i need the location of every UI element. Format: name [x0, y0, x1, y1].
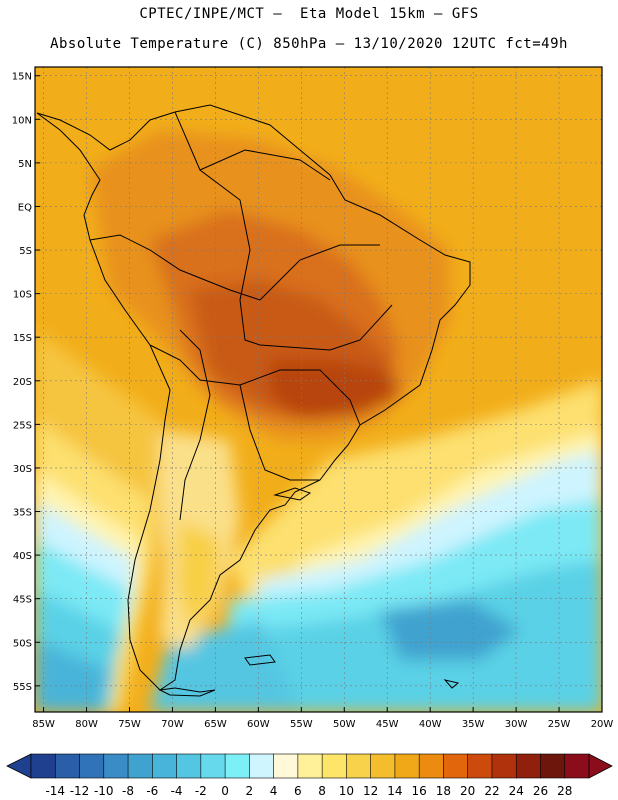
colorbar-swatch — [127, 753, 153, 779]
colorbar-label: 28 — [557, 784, 572, 798]
lon-label: 40W — [419, 719, 442, 730]
colorbar-swatch — [273, 753, 299, 779]
lon-label: 25W — [548, 719, 571, 730]
lat-label: 5N — [18, 159, 32, 170]
temperature-field — [35, 67, 602, 712]
colorbar-swatch — [103, 753, 129, 779]
map-frame — [34, 66, 603, 713]
lon-label: 45W — [376, 719, 399, 730]
longitude-ticks — [43, 707, 603, 712]
chart-title: CPTEC/INPE/MCT – Eta Model 15km – GFS — [139, 6, 479, 22]
colorbar-swatch — [540, 753, 566, 779]
colorbar-labels: -14 -12 -10 -8 -6 -4 -2 0 2 4 6 8 10 12 14 16 18 20 22 24 26… — [45, 784, 572, 798]
colorbar-label: 0 — [221, 784, 229, 798]
lat-label: 30S — [13, 464, 32, 475]
colorbar-swatch — [176, 753, 202, 779]
colorbar-label: 22 — [484, 784, 499, 798]
colorbar-label: 6 — [294, 784, 302, 798]
colorbar-label: -12 — [70, 784, 90, 798]
colorbar — [6, 753, 613, 779]
lon-label: 55W — [290, 719, 313, 730]
lon-label: 85W — [32, 719, 55, 730]
colorbar-swatch — [370, 753, 396, 779]
colorbar-label: -8 — [122, 784, 134, 798]
lat-label: 55S — [13, 682, 32, 693]
lon-label: 50W — [333, 719, 356, 730]
colorbar-swatch — [394, 753, 420, 779]
lon-label: 70W — [161, 719, 184, 730]
lat-label: 45S — [13, 595, 32, 606]
colorbar-label: 14 — [387, 784, 402, 798]
colorbar-swatch — [321, 753, 347, 779]
colorbar-swatch — [418, 753, 445, 779]
colorbar-swatch — [54, 753, 81, 779]
colorbar-swatch — [200, 753, 226, 779]
colorbar-label: 24 — [509, 784, 524, 798]
lat-label: 15S — [13, 333, 32, 344]
colorbar-swatch — [515, 753, 542, 779]
colorbar-swatch — [564, 753, 590, 779]
colorbar-swatch — [249, 753, 275, 779]
colorbar-label: -2 — [195, 784, 207, 798]
lon-label: 60W — [247, 719, 270, 730]
lon-label: 35W — [462, 719, 485, 730]
lat-label: 15N — [12, 72, 32, 83]
colorbar-swatch — [491, 753, 517, 779]
colorbar-label: -10 — [94, 784, 114, 798]
lat-label: 10N — [12, 115, 32, 126]
colorbar-label: 8 — [318, 784, 326, 798]
latitude-ticks — [35, 75, 40, 687]
colorbar-swatch — [152, 753, 178, 779]
lat-label: 25S — [13, 420, 32, 431]
colorbar-under-arrow — [6, 753, 32, 779]
colorbar-swatch — [79, 753, 105, 779]
colorbar-label: -4 — [171, 784, 183, 798]
colorbar-label: -6 — [146, 784, 158, 798]
lon-label: 75W — [118, 719, 141, 730]
colorbar-label: 10 — [339, 784, 354, 798]
colorbar-swatch — [297, 753, 323, 779]
lat-label: 50S — [13, 638, 32, 649]
colorbar-over-arrow — [588, 753, 613, 779]
lat-label: 35S — [13, 508, 32, 519]
lon-label: 30W — [505, 719, 528, 730]
colorbar-swatch — [467, 753, 493, 779]
lon-label: 65W — [204, 719, 227, 730]
colorbar-swatch — [224, 753, 250, 779]
colorbar-swatch — [346, 753, 372, 779]
colorbar-label: 2 — [246, 784, 254, 798]
lon-label: 80W — [75, 719, 98, 730]
colorbar-label: 16 — [412, 784, 427, 798]
lat-label: 40S — [13, 551, 32, 562]
colorbar-swatch — [443, 753, 469, 779]
lat-label: 20S — [13, 377, 32, 388]
colorbar-swatch — [30, 753, 56, 779]
lat-label: EQ — [18, 202, 32, 213]
colorbar-label: 26 — [533, 784, 548, 798]
colorbar-label: 4 — [270, 784, 278, 798]
colorbar-label: 20 — [460, 784, 475, 798]
coastline — [36, 104, 471, 697]
longitude-labels: 85W 80W 75W 70W 65W 60W 55W 50W 45W 40W 35W 30W 25W 2… — [32, 719, 613, 730]
lon-label: 20W — [591, 719, 614, 730]
lat-label: 5S — [19, 246, 32, 257]
chart-subtitle: Absolute Temperature (C) 850hPa – 13/10/… — [50, 36, 568, 52]
colorbar-label: 18 — [436, 784, 451, 798]
colorbar-label: -14 — [45, 784, 65, 798]
latitude-labels: 15N 10N 5N EQ 5S 10S 15S 20S 25S 30S 35S 40S 45S 50S 5… — [12, 72, 32, 693]
lat-label: 10S — [13, 290, 32, 301]
colorbar-label: 12 — [363, 784, 378, 798]
